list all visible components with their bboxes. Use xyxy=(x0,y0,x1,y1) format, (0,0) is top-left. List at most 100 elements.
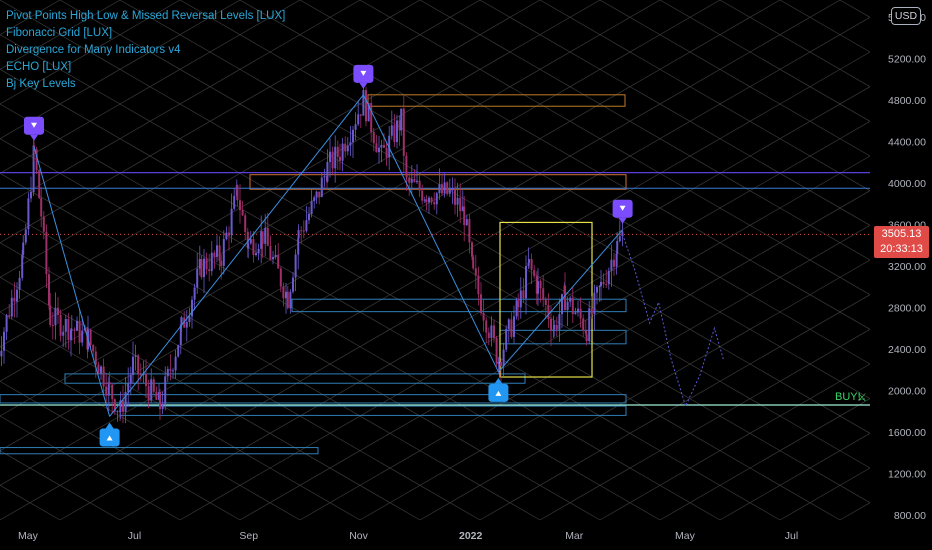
candle-body xyxy=(497,362,500,364)
fib-grid-line xyxy=(419,259,870,521)
candle-body xyxy=(289,291,292,309)
candle-body xyxy=(456,197,459,205)
candle-body xyxy=(577,308,579,313)
candle-body xyxy=(485,320,488,333)
candle-body xyxy=(313,197,316,202)
candle-body xyxy=(585,333,588,342)
candle-body xyxy=(448,189,451,194)
candle-body xyxy=(428,197,430,203)
time-axis[interactable]: May Jul Sep Nov 2022 Mar May Jul xyxy=(18,530,798,542)
fib-grid-line xyxy=(659,0,870,122)
candle-body xyxy=(260,231,263,249)
key-level-box xyxy=(119,405,627,416)
candle-body xyxy=(588,308,591,342)
legend-item-pivot-points[interactable]: Pivot Points High Low & Missed Reversal … xyxy=(6,10,286,22)
candle-body xyxy=(507,319,510,329)
candle-body xyxy=(5,315,8,332)
legend-item-divergence[interactable]: Divergence for Many Indicators v4 xyxy=(6,44,181,56)
candle-body xyxy=(522,290,525,299)
candle-body xyxy=(519,290,522,308)
candle-body xyxy=(302,230,305,232)
candle-body xyxy=(341,143,344,161)
candle-body xyxy=(423,199,426,201)
candle-body xyxy=(102,366,105,387)
price-tick-label: 4400.00 xyxy=(888,137,926,149)
candle-body xyxy=(233,195,236,209)
candle-body xyxy=(553,324,556,330)
candle-body xyxy=(487,332,490,339)
candle-body xyxy=(261,231,264,244)
candle-body xyxy=(495,337,498,364)
echo-projection-line xyxy=(622,234,724,408)
time-tick-label: Jul xyxy=(128,530,141,542)
candle-body xyxy=(155,391,158,400)
candle-body xyxy=(535,276,538,294)
candle-body xyxy=(555,324,558,330)
pivot-high-marker xyxy=(353,64,374,89)
candle-body xyxy=(159,392,161,410)
candle-body xyxy=(230,208,233,236)
price-tick-label: 1600.00 xyxy=(888,427,926,439)
fib-grid-line xyxy=(239,0,870,365)
candle-body xyxy=(152,379,155,392)
time-tick-label: Nov xyxy=(349,530,368,542)
time-tick-label: Jul xyxy=(785,530,798,542)
candle-body xyxy=(241,209,244,216)
candle-body xyxy=(349,142,352,146)
candle-body xyxy=(558,314,561,330)
candle-body xyxy=(48,274,50,306)
candle-body xyxy=(30,192,32,199)
candle-body xyxy=(228,232,230,236)
candle-body xyxy=(502,349,505,366)
candle-body xyxy=(393,125,396,142)
price-tick-label: 2800.00 xyxy=(888,303,926,315)
candle-body xyxy=(346,145,349,152)
fib-grid-line xyxy=(659,398,870,521)
fib-grid-line xyxy=(359,224,870,521)
candle-body xyxy=(375,143,378,153)
candle-body xyxy=(566,301,569,311)
candle-body xyxy=(331,151,334,169)
candle-body xyxy=(105,386,108,396)
candle-body xyxy=(111,384,114,400)
candle-body xyxy=(334,146,337,169)
legend-item-key-levels[interactable]: Bj Key Levels xyxy=(6,78,76,90)
candle-body xyxy=(203,258,205,278)
candle-body xyxy=(416,180,418,183)
pivot-high-pointer xyxy=(618,217,627,224)
fib-grid-line xyxy=(719,0,870,88)
legend-item-fibonacci-grid[interactable]: Fibonacci Grid [LUX] xyxy=(6,27,113,39)
key-level-box xyxy=(0,447,319,455)
candle-body xyxy=(277,254,280,269)
candle-body xyxy=(161,403,164,410)
key-level-box xyxy=(291,298,627,313)
candle-body xyxy=(305,220,308,231)
candle-body xyxy=(472,256,475,269)
bar-countdown: 20:33:13 xyxy=(880,243,923,255)
candle-body xyxy=(310,201,313,214)
candle-body xyxy=(266,227,269,246)
buy-signal-label: BUY! xyxy=(835,391,861,403)
currency-button[interactable]: USD xyxy=(891,7,921,25)
candle-body xyxy=(378,147,380,153)
candle-body xyxy=(396,120,398,142)
candle-body xyxy=(600,281,602,287)
candle-body xyxy=(533,269,536,277)
candle-body xyxy=(505,328,508,350)
candle-body xyxy=(193,287,196,300)
legend-item-echo[interactable]: ECHO [LUX] xyxy=(6,61,72,73)
candle-body xyxy=(51,324,54,326)
candle-body xyxy=(372,132,375,144)
candle-body xyxy=(100,366,102,374)
last-price-value: 3505.13 xyxy=(881,228,922,240)
candle-body xyxy=(21,254,24,278)
candle-body xyxy=(107,382,110,396)
price-axis[interactable]: 5600.005200.004800.004400.004000.003600.… xyxy=(888,12,926,522)
candle-body xyxy=(480,294,482,313)
candle-body xyxy=(35,149,38,171)
fib-grid-line xyxy=(779,0,870,53)
candle-body xyxy=(433,202,436,205)
price-tick-label: 4800.00 xyxy=(888,95,926,107)
candle-body xyxy=(405,173,408,178)
candle-body xyxy=(537,281,539,294)
